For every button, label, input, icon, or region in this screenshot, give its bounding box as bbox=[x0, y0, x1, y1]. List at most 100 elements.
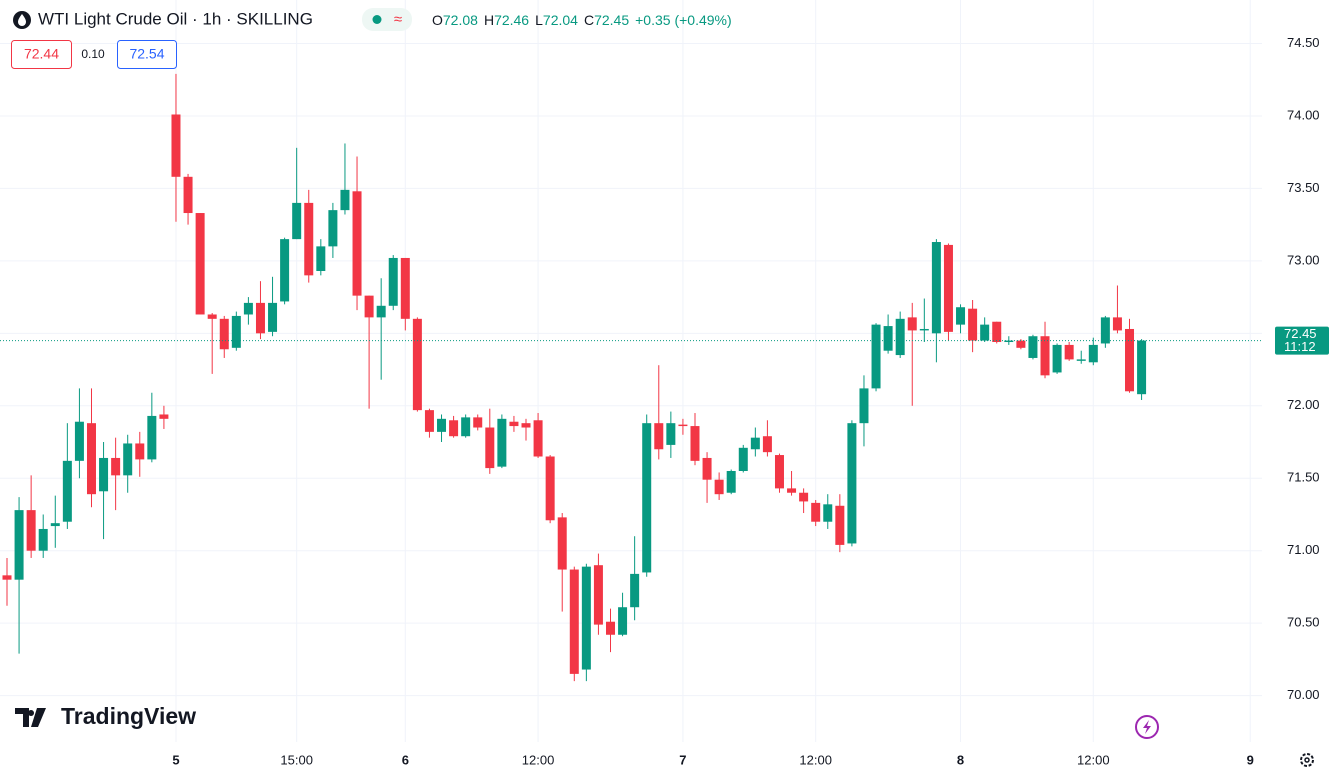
candle-body bbox=[980, 324, 990, 341]
candle-body bbox=[135, 443, 145, 460]
candle-body bbox=[630, 573, 640, 608]
candle-body bbox=[1004, 340, 1014, 343]
candle-body bbox=[606, 621, 615, 635]
candle-body bbox=[86, 423, 96, 495]
candle-body bbox=[533, 420, 543, 457]
ohlc-value: 72.08 bbox=[443, 12, 478, 28]
flash-button[interactable] bbox=[1135, 715, 1159, 739]
y-tick-label: 72.00 bbox=[1287, 397, 1320, 412]
price-tag-price: 72.45 bbox=[1284, 326, 1317, 341]
candle-body bbox=[316, 246, 326, 272]
x-tick-label: 7 bbox=[679, 752, 686, 767]
ask-box[interactable] bbox=[117, 40, 177, 69]
candle-body bbox=[231, 315, 241, 348]
candle-body bbox=[255, 302, 265, 334]
candle-body bbox=[26, 510, 36, 551]
price-tag bbox=[1275, 326, 1329, 355]
y-tick-label: 73.00 bbox=[1287, 252, 1320, 267]
candle-body bbox=[1076, 359, 1086, 361]
candle-body bbox=[835, 505, 845, 545]
candle-body bbox=[593, 565, 603, 625]
candle-body bbox=[702, 457, 712, 480]
candle-body bbox=[907, 317, 917, 331]
candle-body bbox=[207, 314, 217, 319]
x-tick-label: 15:00 bbox=[280, 752, 313, 767]
candle-body bbox=[485, 427, 495, 469]
ohlc-legend: O72.08 H72.46 L72.04 C72.45 +0.35 (+0.49%) bbox=[432, 12, 732, 28]
candle-body bbox=[557, 517, 567, 570]
candle-body bbox=[1028, 336, 1038, 358]
candle-body bbox=[38, 528, 48, 551]
candle-body bbox=[1040, 336, 1050, 376]
candle-body bbox=[449, 420, 459, 437]
candle-body bbox=[328, 210, 338, 247]
candle-body bbox=[992, 321, 1002, 343]
ohlc-change: +0.35 (+0.49%) bbox=[635, 12, 732, 28]
price-tag-countdown: 11:12 bbox=[1284, 339, 1316, 354]
y-tick-label: 70.00 bbox=[1287, 687, 1320, 702]
candle-body bbox=[74, 421, 84, 461]
candle-body bbox=[956, 307, 966, 325]
bid-box[interactable] bbox=[11, 40, 72, 69]
candle-body bbox=[473, 417, 483, 428]
candle-body bbox=[787, 488, 797, 493]
candle-body bbox=[268, 302, 278, 332]
y-tick-label: 70.50 bbox=[1287, 615, 1320, 630]
y-tick-label: 74.50 bbox=[1287, 35, 1320, 50]
y-tick-label: 71.50 bbox=[1287, 470, 1320, 485]
bid: 72.44 bbox=[24, 46, 59, 62]
candle-body bbox=[497, 418, 507, 467]
candle-body bbox=[774, 455, 784, 489]
x-tick-label: 12:00 bbox=[1077, 752, 1110, 767]
ohlc-key: L bbox=[535, 12, 543, 28]
candle-body bbox=[823, 504, 833, 522]
candle-body bbox=[195, 213, 205, 315]
candle-body bbox=[895, 318, 905, 356]
candle-body bbox=[50, 523, 60, 527]
x-tick-label: 9 bbox=[1247, 752, 1254, 767]
spread: 0.10 bbox=[81, 47, 105, 61]
candle-body bbox=[883, 326, 893, 351]
candle-body bbox=[811, 502, 821, 522]
candle-body bbox=[352, 191, 362, 296]
candle-body bbox=[1016, 340, 1026, 348]
x-tick-label: 5 bbox=[172, 752, 179, 767]
candle-body bbox=[424, 410, 434, 432]
candle-body bbox=[931, 242, 941, 334]
candle-body bbox=[678, 424, 688, 427]
x-tick-label: 12:00 bbox=[522, 752, 555, 767]
y-tick-label: 71.00 bbox=[1287, 542, 1320, 557]
candle-body bbox=[412, 318, 422, 411]
y-tick-label: 73.50 bbox=[1287, 180, 1320, 195]
status-pill[interactable] bbox=[362, 8, 412, 31]
candle-body bbox=[159, 414, 169, 419]
candle-body bbox=[581, 566, 591, 670]
grid bbox=[0, 0, 1262, 742]
candle-body bbox=[461, 417, 471, 437]
candle-body bbox=[14, 510, 24, 580]
candle-body bbox=[340, 189, 350, 211]
candle-body bbox=[147, 415, 157, 460]
candle-body bbox=[2, 575, 12, 580]
status-wave: ≈ bbox=[394, 11, 402, 28]
ohlc-key: H bbox=[484, 12, 494, 28]
candle-body bbox=[400, 257, 410, 319]
candle-body bbox=[183, 176, 193, 214]
candle-body bbox=[919, 328, 929, 331]
candle-body bbox=[726, 470, 736, 493]
flash-icon bbox=[1143, 720, 1151, 734]
candle-body bbox=[171, 114, 181, 177]
ask: 72.54 bbox=[129, 46, 164, 62]
logo: TradingView bbox=[61, 703, 196, 729]
candle-body bbox=[437, 418, 447, 432]
ohlc-value: 72.04 bbox=[543, 12, 578, 28]
candle-body bbox=[509, 421, 519, 427]
settings-button[interactable] bbox=[1300, 753, 1314, 767]
candle-body bbox=[666, 423, 676, 445]
settings-center bbox=[1304, 757, 1310, 763]
candle-body bbox=[388, 257, 398, 306]
candle-body bbox=[1088, 344, 1098, 363]
candle-body bbox=[642, 423, 652, 573]
